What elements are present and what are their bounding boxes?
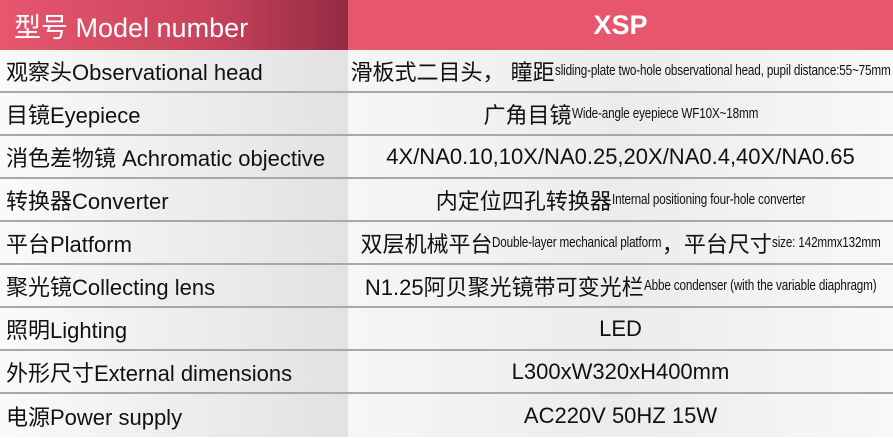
table-row: 电源Power supply AC220V 50HZ 15W	[0, 394, 893, 437]
spec-value: N1.25阿贝聚光镜带可变光栏 Abbe condenser (with the…	[348, 265, 893, 306]
table-row: 外形尺寸External dimensions L300xW320xH400mm	[0, 351, 893, 394]
spec-value-text: 广角目镜	[483, 102, 572, 128]
spec-value: LED	[348, 308, 893, 349]
table-row: 观察头Observational head 滑板式二目头， 瞳距 sliding-p…	[0, 50, 893, 93]
table-row: 照明Lighting LED	[0, 308, 893, 351]
spec-value-text: AC220V 50HZ 15W	[523, 402, 718, 428]
spec-label: 平台Platform	[0, 222, 348, 263]
spec-label: 外形尺寸External dimensions	[0, 351, 348, 392]
table-row: 聚光镜Collecting lens N1.25阿贝聚光镜带可变光栏 Abbe c…	[0, 265, 893, 308]
spec-value-text: 内定位四孔转换器	[435, 188, 612, 214]
spec-label: 目镜Eyepiece	[0, 93, 348, 134]
spec-value-text: 4X/NA0.10,10X/NA0.25,20X/NA0.4,40X/NA0.6…	[386, 143, 855, 169]
spec-value-english: Internal positioning four-hole converter	[611, 191, 806, 208]
table-row: 平台Platform 双层机械平台 Double-layer mechanical …	[0, 222, 893, 265]
spec-value-text: ，平台尺寸	[661, 231, 772, 257]
spec-value: 双层机械平台 Double-layer mechanical platform ，平…	[348, 222, 893, 263]
spec-label: 电源Power supply	[0, 394, 348, 437]
spec-value-english: Wide-angle eyepiece WF10X~18mm	[571, 105, 758, 122]
spec-value-text: 双层机械平台	[360, 231, 493, 257]
table-row: 消色差物镜 Achromatic objective 4X/NA0.10,10X/…	[0, 136, 893, 179]
spec-value-english: Double-layer mechanical platform	[492, 234, 662, 251]
table-row: 目镜Eyepiece 广角目镜 Wide-angle eyepiece WF10X~…	[0, 93, 893, 136]
spec-value: L300xW320xH400mm	[348, 351, 893, 392]
spec-value: AC220V 50HZ 15W	[348, 394, 893, 437]
table-header: 型号 Model number XSP	[0, 0, 893, 50]
spec-label: 聚光镜Collecting lens	[0, 265, 348, 306]
spec-value-text: N1.25阿贝聚光镜带可变光栏	[364, 274, 644, 300]
header-model: XSP	[348, 0, 893, 50]
spec-value-text: 滑板式二目头， 瞳距	[350, 59, 555, 85]
spec-value-text: LED	[599, 315, 642, 341]
spec-value: 滑板式二目头， 瞳距 sliding-plate two-hole observa…	[348, 50, 893, 91]
spec-label: 转换器Converter	[0, 179, 348, 220]
spec-value: 4X/NA0.10,10X/NA0.25,20X/NA0.4,40X/NA0.6…	[348, 136, 893, 177]
spec-value-english: Abbe condenser (with the variable diaphr…	[643, 277, 877, 294]
spec-value: 广角目镜 Wide-angle eyepiece WF10X~18mm	[348, 93, 893, 134]
spec-value-english: size: 142mmx132mm	[771, 234, 881, 251]
spec-value-english: sliding-plate two-hole observational hea…	[554, 62, 891, 79]
header-label: 型号 Model number	[0, 0, 348, 50]
table-row: 转换器Converter 内定位四孔转换器 Internal positioning…	[0, 179, 893, 222]
spec-value: 内定位四孔转换器 Internal positioning four-hole c…	[348, 179, 893, 220]
spec-label: 消色差物镜 Achromatic objective	[0, 136, 348, 177]
spec-label: 照明Lighting	[0, 308, 348, 349]
spec-value-text: L300xW320xH400mm	[511, 358, 730, 384]
spec-label: 观察头Observational head	[0, 50, 348, 91]
